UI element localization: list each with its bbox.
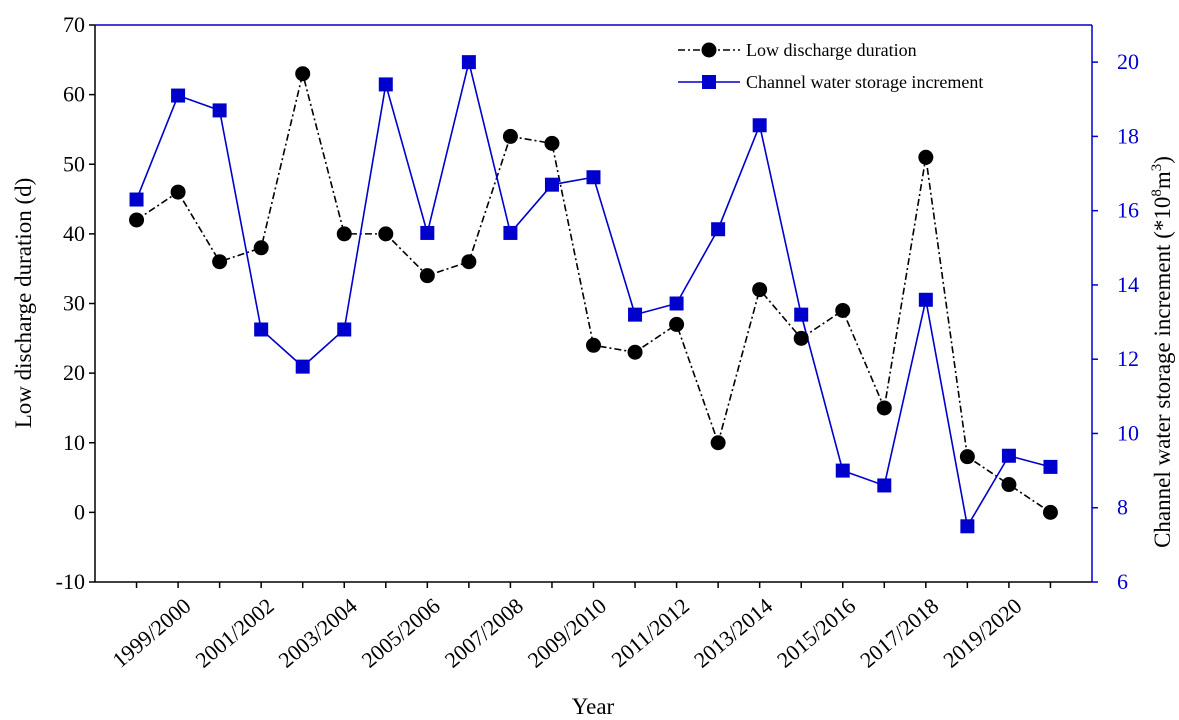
channel-storage-point [1043,459,1058,474]
low-discharge-point [876,400,892,416]
x-tick-label: 2009/2010 [523,593,611,673]
channel-storage-point [918,292,933,307]
legend-marker-low-discharge [701,42,717,58]
low-discharge-point [1001,477,1017,493]
low-discharge-point [710,435,726,451]
x-tick-label: 2007/2008 [440,593,528,673]
y-left-tick-label: 20 [63,360,85,385]
y-right-tick-label: 8 [1117,495,1128,520]
low-discharge-point [419,268,435,284]
low-discharge-point [1042,504,1058,520]
channel-storage-point [420,225,435,240]
channel-storage-point [254,322,269,337]
y-right-title-main: Channel water storage increment (*10 [1150,197,1175,548]
channel-storage-point [378,77,393,92]
y-right-tick-label: 10 [1117,420,1139,445]
low-discharge-point [378,226,394,242]
y-right-title-unit: m [1150,171,1175,189]
channel-storage-point [711,222,726,237]
low-discharge-point [959,449,975,465]
channel-storage-point [1001,448,1016,463]
low-discharge-point [627,344,643,360]
x-tick-label: 2003/2004 [274,593,362,673]
plot-area [95,25,1092,582]
y-left-tick-label: 30 [63,291,85,316]
low-discharge-point [502,128,518,144]
y-left-tick-label: 60 [63,82,85,107]
channel-storage-point [794,307,809,322]
low-discharge-point [295,66,311,82]
y-left-tick-label: 0 [74,499,85,524]
y-right-title-sup-3: 3 [1149,164,1165,172]
channel-storage-point [628,307,643,322]
channel-storage-point [835,463,850,478]
x-axis-title: Year [572,694,615,719]
y-right-title-sup-8: 8 [1149,189,1165,197]
channel-storage-point [461,55,476,70]
channel-storage-point [960,519,975,534]
channel-storage-point [171,88,186,103]
low-discharge-point [336,226,352,242]
channel-storage-point [877,478,892,493]
low-discharge-point [129,212,145,228]
legend-label-low-discharge: Low discharge duration [746,40,917,60]
y-right-tick-label: 14 [1117,272,1139,297]
y-left-tick-label: 70 [63,12,85,37]
channel-storage-point [295,359,310,374]
y-right-tick-label: 12 [1117,346,1139,371]
y-right-tick-label: 18 [1117,123,1139,148]
channel-storage-point [669,296,684,311]
channel-storage-point [752,118,767,133]
y-left-tick-label: 40 [63,221,85,246]
legend: Low discharge duration Channel water stor… [678,40,983,92]
channel-storage-point [544,177,559,192]
channel-storage-point [503,225,518,240]
low-discharge-point [212,254,228,270]
y-right-tick-label: 16 [1117,198,1139,223]
x-tick-label: 2005/2006 [357,593,445,673]
low-discharge-point [544,135,560,151]
low-discharge-point [461,254,477,270]
low-discharge-point [835,302,851,318]
y-right-tick-label: 20 [1117,49,1139,74]
legend-marker-channel-storage [702,75,716,89]
y-left-tick-label: 50 [63,151,85,176]
low-discharge-point [918,149,934,165]
x-tick-label: 2013/2014 [689,593,777,673]
legend-label-channel-storage: Channel water storage increment [746,72,983,92]
x-tick-label: 1999/2000 [107,593,195,673]
x-tick-label: 2019/2020 [938,593,1026,673]
y-right-title-end: ) [1150,156,1175,164]
channel-storage-point [337,322,352,337]
y-right-tick-label: 6 [1117,569,1128,594]
y-left-tick-label: -10 [56,569,85,594]
low-discharge-point [752,282,768,298]
low-discharge-point [253,240,269,256]
x-tick-label: 2011/2012 [607,593,695,672]
low-discharge-point [586,337,601,353]
y-right-axis-title: Channel water storage increment (*108m3) [1149,156,1175,548]
low-discharge-point [793,330,809,346]
x-tick-label: 2017/2018 [855,593,943,673]
x-tick-label: 2015/2016 [772,593,860,673]
channel-storage-point [586,170,601,185]
channel-storage-point [129,192,144,207]
x-tick-label: 2001/2002 [190,593,278,673]
y-left-axis-title: Low discharge duration (d) [11,178,36,429]
low-discharge-point [170,184,186,200]
y-left-tick-label: 10 [63,430,85,455]
channel-storage-point [212,103,227,118]
low-discharge-point [669,316,685,332]
